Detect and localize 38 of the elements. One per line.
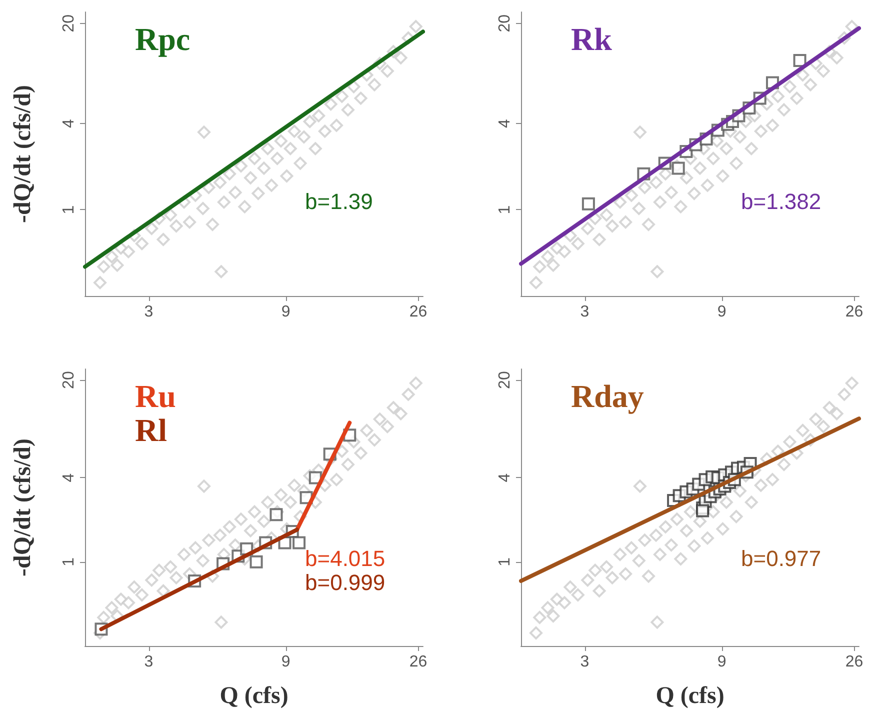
x-tick-label: 3 bbox=[580, 654, 590, 670]
text: Rk bbox=[571, 21, 612, 57]
x-axis-title: Q (cfs) bbox=[220, 683, 288, 709]
y-tick-label: 1 bbox=[60, 557, 78, 566]
annotation: b=0.999 bbox=[305, 570, 386, 595]
y-tick-label: 4 bbox=[60, 118, 78, 128]
x-tick-label: 9 bbox=[717, 654, 726, 670]
annotation: b=1.39 bbox=[305, 189, 373, 214]
y-axis-title: -dQ/dt (cfs/d) bbox=[10, 438, 36, 576]
text: Rpc bbox=[135, 21, 190, 57]
y-tick-label: 1 bbox=[496, 205, 514, 214]
text: Rday bbox=[571, 378, 644, 414]
annotation: b=1.382 bbox=[741, 189, 822, 214]
x-tick-label: 26 bbox=[845, 654, 864, 670]
x-tick-label: 9 bbox=[281, 654, 290, 670]
y-tick-label: 4 bbox=[496, 118, 514, 128]
x-axis-title: Q (cfs) bbox=[656, 683, 724, 709]
y-tick-label: 4 bbox=[60, 473, 78, 482]
text: Rl bbox=[135, 412, 168, 448]
y-tick-label: 20 bbox=[496, 14, 514, 32]
y-tick-label: 4 bbox=[496, 473, 514, 482]
y-tick-label: 1 bbox=[60, 205, 78, 214]
x-tick-label: 26 bbox=[409, 654, 428, 670]
x-tick-label: 26 bbox=[409, 304, 428, 320]
y-tick-label: 20 bbox=[60, 371, 78, 389]
y-axis-title: -dQ/dt (cfs/d) bbox=[10, 85, 36, 223]
y-tick-label: 20 bbox=[60, 14, 78, 32]
x-tick-label: 26 bbox=[845, 304, 864, 320]
x-tick-label: 3 bbox=[580, 304, 590, 320]
text: Ru bbox=[135, 378, 176, 414]
y-tick-label: 1 bbox=[496, 557, 514, 566]
x-tick-label: 3 bbox=[144, 304, 154, 320]
x-tick-label: 9 bbox=[281, 304, 290, 320]
y-tick-label: 20 bbox=[496, 371, 514, 389]
x-tick-label: 9 bbox=[717, 304, 726, 320]
x-tick-label: 3 bbox=[144, 654, 154, 670]
annotation: b=0.977 bbox=[741, 546, 822, 571]
annotation: b=4.015 bbox=[305, 546, 386, 571]
